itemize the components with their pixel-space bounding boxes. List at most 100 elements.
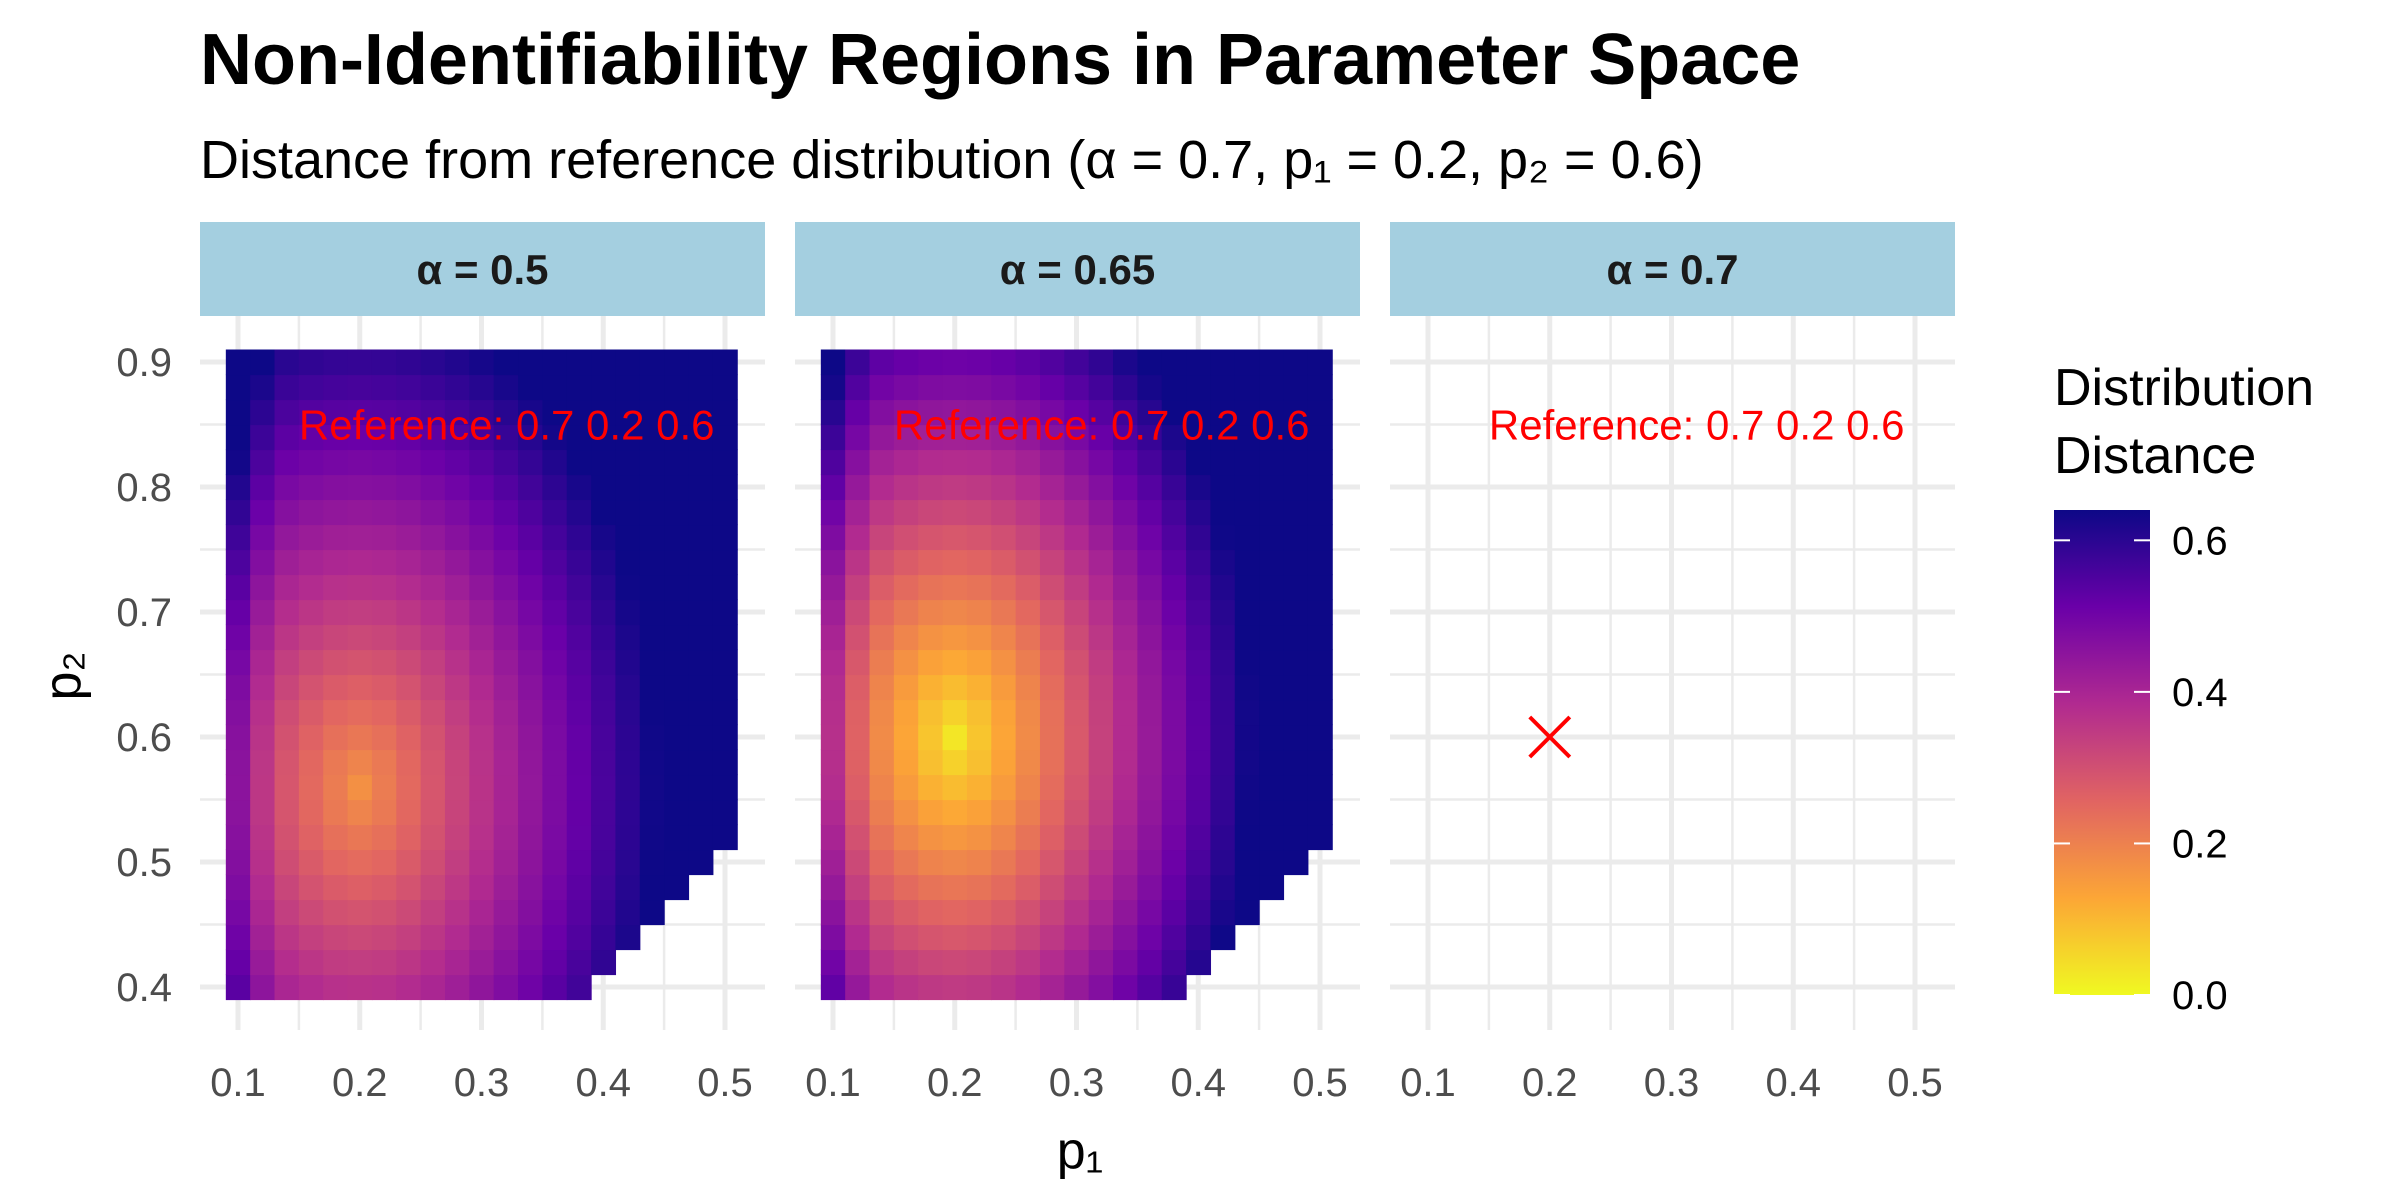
heatmap-tile	[396, 749, 422, 776]
heatmap-tile	[493, 524, 519, 551]
heatmap-tile	[1186, 374, 1212, 401]
heatmap-tile	[1015, 374, 1041, 401]
heatmap-tile	[493, 749, 519, 776]
heatmap-tile	[566, 974, 592, 1001]
heatmap-tile	[1015, 899, 1041, 926]
heatmap-tile	[591, 399, 617, 426]
heatmap-tile	[918, 474, 944, 501]
heatmap-tile	[591, 599, 617, 626]
facet-strip-label: α = 0.65	[1000, 246, 1155, 293]
heatmap-tile	[639, 399, 665, 426]
heatmap-tile	[420, 449, 446, 476]
x-tick-label: 0.3	[454, 1061, 510, 1105]
heatmap-tile	[942, 949, 968, 976]
heatmap-tile	[566, 574, 592, 601]
heatmap-tile	[347, 799, 373, 826]
heatmap-tile	[639, 349, 665, 376]
x-tick-label: 0.2	[927, 1061, 983, 1105]
heatmap-tile	[1137, 949, 1163, 976]
heatmap-tile	[1113, 524, 1138, 551]
heatmap-tile	[225, 724, 251, 751]
heatmap-tile	[347, 749, 373, 776]
heatmap-tile	[639, 674, 665, 701]
heatmap-tile	[869, 624, 895, 651]
heatmap-tile	[1015, 649, 1041, 676]
heatmap-tile	[1137, 624, 1163, 651]
heatmap-tile	[918, 924, 944, 951]
heatmap-tile	[869, 574, 895, 601]
heatmap-tile	[1234, 499, 1260, 526]
heatmap-tile	[1039, 874, 1065, 901]
heatmap-tile	[688, 824, 714, 851]
heatmap-tile	[591, 549, 617, 576]
heatmap-tile	[1015, 824, 1041, 851]
heatmap-tile	[323, 799, 349, 826]
heatmap-tile	[225, 649, 251, 676]
legend: Distribution Distance 0.0 0.2 0.4 0.6	[2054, 359, 2314, 1018]
heatmap-tile	[1088, 499, 1114, 526]
heatmap-tile	[371, 924, 397, 951]
heatmap-tile	[1307, 799, 1333, 826]
heatmap-tile	[1064, 449, 1090, 476]
heatmap-tile	[639, 799, 665, 826]
heatmap-tile	[845, 499, 871, 526]
heatmap-tile	[566, 799, 592, 826]
x-tick-label: 0.5	[697, 1061, 753, 1105]
heatmap-tile	[1210, 449, 1236, 476]
heatmap-tile	[1088, 699, 1114, 726]
heatmap-tile	[893, 449, 919, 476]
heatmap-tile	[1210, 549, 1236, 576]
heatmap-tile	[869, 349, 895, 376]
heatmap-tile	[323, 399, 349, 426]
heatmap-tile	[591, 899, 617, 926]
heatmap-tile	[225, 774, 251, 801]
heatmap-tile	[323, 849, 349, 876]
heatmap-tile	[1234, 599, 1260, 626]
heatmap-tile	[845, 599, 871, 626]
heatmap-tile	[444, 874, 470, 901]
heatmap-tile	[420, 574, 446, 601]
heatmap-tile	[845, 649, 871, 676]
heatmap-tile	[688, 649, 714, 676]
heatmap-tile	[1113, 674, 1138, 701]
heatmap-tile	[1259, 649, 1285, 676]
heatmap-tile	[566, 949, 592, 976]
heatmap-tile	[1064, 849, 1090, 876]
heatmap-tile	[991, 524, 1017, 551]
heatmap-tile	[1039, 849, 1065, 876]
heatmap-tile	[615, 774, 641, 801]
heatmap-tile	[845, 574, 871, 601]
heatmap-tile	[518, 649, 543, 676]
heatmap-tile	[820, 574, 846, 601]
heatmap-tile	[942, 824, 968, 851]
heatmap-tile	[664, 524, 690, 551]
heatmap-tile	[712, 474, 738, 501]
heatmap-tile	[1283, 424, 1309, 451]
heatmap-tile	[1161, 899, 1187, 926]
heatmap-tile	[1161, 549, 1187, 576]
heatmap-tile	[664, 499, 690, 526]
heatmap-tile	[591, 449, 617, 476]
heatmap-tile	[820, 524, 846, 551]
heatmap-tile	[1283, 374, 1309, 401]
heatmap-tile	[250, 949, 276, 976]
heatmap-tile	[820, 924, 846, 951]
heatmap-tile	[420, 699, 446, 726]
heatmap-tile	[1039, 899, 1065, 926]
heatmap-tile	[639, 749, 665, 776]
heatmap-tile	[1234, 749, 1260, 776]
heatmap-tile	[566, 924, 592, 951]
heatmap-tile	[347, 974, 373, 1001]
heatmap-tile	[591, 474, 617, 501]
heatmap-tile	[1161, 374, 1187, 401]
heatmap-tile	[1039, 924, 1065, 951]
heatmap-tile	[1210, 349, 1236, 376]
heatmap-tile	[893, 974, 919, 1001]
facet-panels: α = 0.5 Reference: 0.7 0.2 0.6 α = 0.65 Ref…	[200, 222, 1955, 1030]
heatmap-tile	[493, 649, 519, 676]
heatmap-tile	[1161, 649, 1187, 676]
heatmap-tile	[1064, 574, 1090, 601]
heatmap-tile	[1259, 874, 1285, 901]
heatmap-tile	[820, 724, 846, 751]
heatmap-tile	[250, 599, 276, 626]
